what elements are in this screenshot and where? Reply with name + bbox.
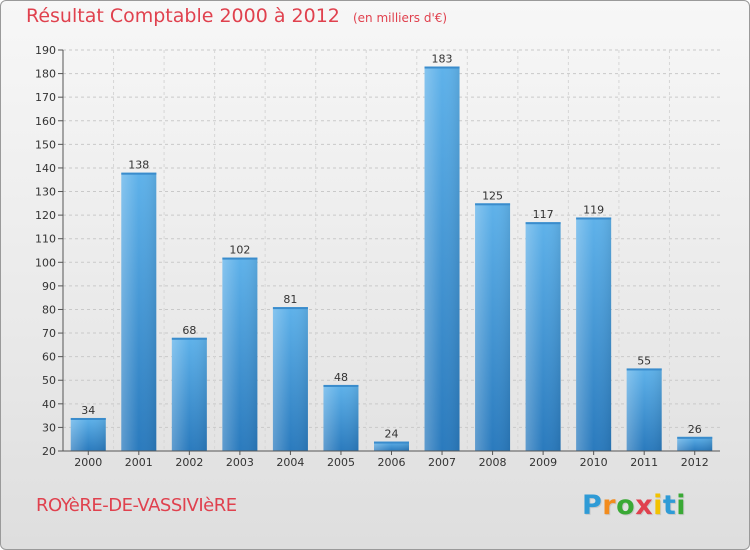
y-tick-label: 160 <box>35 115 56 128</box>
bar-top-edge <box>626 368 662 371</box>
y-tick-label: 180 <box>35 68 56 81</box>
logo-letter: P <box>582 490 603 521</box>
value-label: 117 <box>533 208 554 221</box>
y-tick-label: 70 <box>42 327 56 340</box>
x-tick-label: 2007 <box>428 456 456 469</box>
logo-letter: x <box>635 490 654 521</box>
bar-shade <box>222 257 258 451</box>
bar-shade <box>424 66 460 451</box>
y-tick-label: 130 <box>35 186 56 199</box>
x-tick-label: 2008 <box>479 456 507 469</box>
logo-letter: o <box>616 490 636 521</box>
x-tick-label: 2009 <box>529 456 557 469</box>
logo-letter: r <box>602 490 617 521</box>
bar-top-edge <box>272 307 308 310</box>
bar-top-edge <box>121 172 157 175</box>
bar-shade <box>70 417 106 451</box>
value-label: 48 <box>334 371 348 384</box>
value-label: 119 <box>583 203 604 216</box>
y-tick-label: 110 <box>35 233 56 246</box>
bar-top-edge <box>374 441 409 444</box>
x-tick-label: 2000 <box>74 456 102 469</box>
value-label: 183 <box>432 53 453 66</box>
bar-top-edge <box>576 217 612 220</box>
value-label: 125 <box>482 189 503 202</box>
y-tick-label: 50 <box>42 374 56 387</box>
x-tick-label: 2001 <box>125 456 153 469</box>
x-tick-label: 2010 <box>580 456 608 469</box>
y-tick-label: 170 <box>35 91 56 104</box>
value-label: 24 <box>385 428 399 441</box>
value-label: 138 <box>128 159 149 172</box>
x-tick-label: 2012 <box>681 456 709 469</box>
value-label: 81 <box>283 293 297 306</box>
x-tick-label: 2003 <box>226 456 254 469</box>
x-tick-label: 2005 <box>327 456 355 469</box>
bar-top-edge <box>525 222 561 225</box>
value-label: 34 <box>81 404 95 417</box>
logo-letter: t <box>662 490 677 521</box>
y-tick-label: 60 <box>42 351 56 364</box>
logo-letter: i <box>653 490 663 521</box>
proxiti-logo: Proxiti <box>582 490 686 521</box>
commune-name: ROYèRE-DE-VASSIVIèRE <box>36 495 237 516</box>
y-tick-label: 20 <box>42 445 56 458</box>
bar-shade <box>323 384 359 451</box>
x-tick-label: 2004 <box>276 456 304 469</box>
value-label: 26 <box>688 423 702 436</box>
value-label: 102 <box>229 244 250 257</box>
y-tick-label: 150 <box>35 138 56 151</box>
bar-shade <box>677 436 713 451</box>
bar-top-edge <box>70 417 106 420</box>
bar-shade <box>576 217 612 451</box>
bar-shade <box>475 203 511 451</box>
y-tick-label: 140 <box>35 162 56 175</box>
y-tick-label: 80 <box>42 303 56 316</box>
bar-shade <box>272 307 308 451</box>
bar-shade <box>626 368 662 451</box>
bar-top-edge <box>475 203 511 206</box>
x-tick-label: 2002 <box>175 456 203 469</box>
bar-top-edge <box>171 337 207 340</box>
x-tick-label: 2011 <box>630 456 658 469</box>
y-tick-label: 90 <box>42 280 56 293</box>
chart-title: Résultat Comptable 2000 à 2012 <box>26 5 340 27</box>
bar-top-edge <box>424 66 460 69</box>
y-tick-label: 120 <box>35 209 56 222</box>
bar-top-edge <box>222 257 258 260</box>
chart-unit: (en milliers d'€) <box>352 11 448 25</box>
bar-shade <box>525 222 561 451</box>
y-tick-label: 30 <box>42 421 56 434</box>
logo-letter: i <box>676 490 687 521</box>
bar-top-edge <box>677 436 713 439</box>
y-tick-label: 100 <box>35 256 56 269</box>
bar-top-edge <box>323 384 359 387</box>
chart-title-line: Résultat Comptable 2000 à 2012 (en milli… <box>26 5 447 27</box>
bar-shade <box>121 172 157 452</box>
bar-shade <box>171 337 207 451</box>
value-label: 55 <box>637 354 651 367</box>
y-tick-label: 40 <box>42 398 56 411</box>
y-tick-label: 190 <box>35 44 56 57</box>
x-tick-label: 2006 <box>378 456 406 469</box>
value-label: 68 <box>182 324 196 337</box>
bar-shade <box>374 441 409 451</box>
